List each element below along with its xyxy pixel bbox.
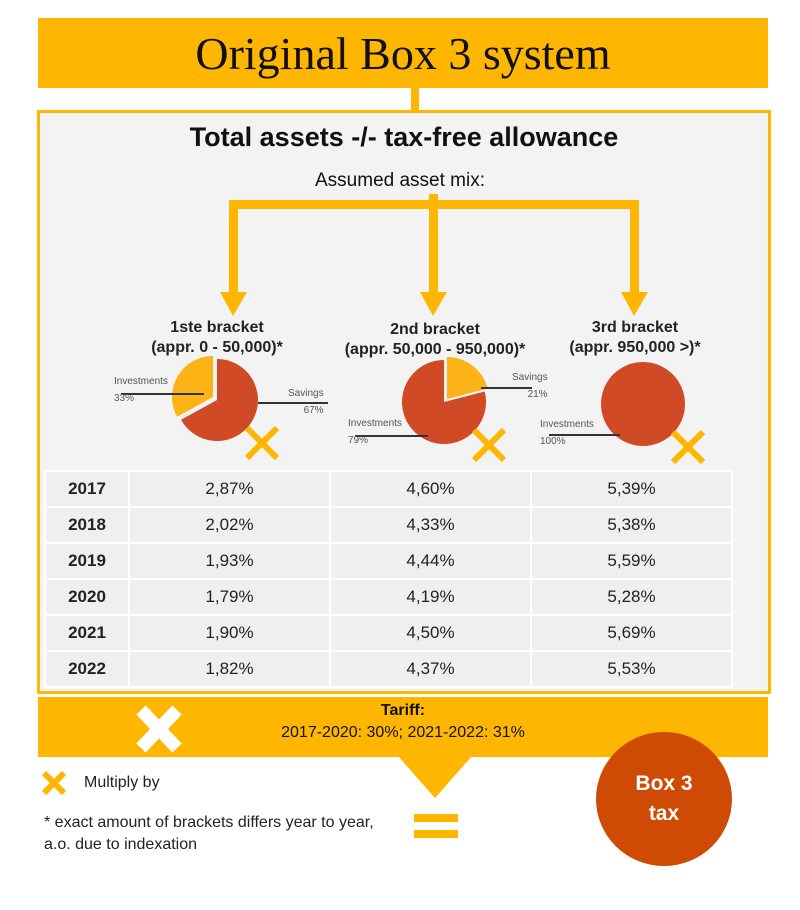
rate-cell: 5,59%	[530, 542, 733, 580]
pie2-slice-savings	[447, 357, 488, 399]
table-row: 2020 1,79% 4,19% 5,28%	[44, 578, 733, 616]
year-cell: 2017	[44, 470, 130, 508]
diagram-graphics	[121, 194, 706, 465]
rates-table: 2017 2,87% 4,60% 5,39% 2018 2,02% 4,33% 5,38% 20…	[44, 470, 733, 688]
rate-cell: 2,87%	[128, 470, 331, 508]
pie1-slice-savings	[181, 359, 258, 441]
multiply-icon-1	[244, 425, 280, 461]
connector	[411, 88, 419, 112]
rate-cell: 5,69%	[530, 614, 733, 652]
pie2-slice-investments	[401, 360, 486, 444]
equals-icon-top	[414, 814, 458, 822]
bracket-3-label: 3rd bracket (appr. 950,000 >)*	[569, 319, 701, 356]
box3-tax-result: Box 3 tax	[596, 732, 732, 866]
rate-cell: 1,90%	[128, 614, 331, 652]
rate-cell: 1,82%	[128, 650, 331, 688]
table-row: 2022 1,82% 4,37% 5,53%	[44, 650, 733, 688]
table-row: 2018 2,02% 4,33% 5,38%	[44, 506, 733, 544]
table-row: 2021 1,90% 4,50% 5,69%	[44, 614, 733, 652]
table-row: 2019 1,93% 4,44% 5,59%	[44, 542, 733, 580]
rate-cell: 4,19%	[329, 578, 532, 616]
asset-mix-label: Assumed asset mix:	[315, 170, 485, 191]
tariff-pointer	[398, 756, 472, 798]
title-bar: Original Box 3 system	[38, 18, 768, 88]
year-cell: 2019	[44, 542, 130, 580]
rate-cell: 4,44%	[329, 542, 532, 580]
rate-cell: 4,60%	[329, 470, 532, 508]
multiply-icon-2	[471, 427, 507, 463]
arrowhead-right	[621, 292, 648, 316]
rate-cell: 1,79%	[128, 578, 331, 616]
arrowhead-center	[420, 292, 447, 316]
arrow-stem-center	[429, 194, 438, 294]
bracket-1-label: 1ste bracket (appr. 0 - 50,000)*	[151, 319, 283, 356]
pie3-label-investments: Investments 100%	[540, 419, 594, 447]
footnote: * exact amount of brackets differs year …	[44, 814, 374, 853]
arrow-stem-left	[229, 200, 238, 294]
rate-cell: 5,53%	[530, 650, 733, 688]
arrow-stem-right	[630, 200, 639, 294]
rate-cell: 4,50%	[329, 614, 532, 652]
rate-cell: 2,02%	[128, 506, 331, 544]
year-cell: 2022	[44, 650, 130, 688]
multiply-icon-3	[670, 429, 706, 465]
pie1-label-savings: Savings 67%	[288, 388, 324, 416]
rate-cell: 1,93%	[128, 542, 331, 580]
page-title: Original Box 3 system	[195, 27, 611, 79]
rate-cell: 4,37%	[329, 650, 532, 688]
arrow-bar	[229, 200, 639, 209]
pie2-label-savings: Savings 21%	[512, 372, 548, 400]
year-cell: 2021	[44, 614, 130, 652]
tariff-graphics	[41, 705, 472, 838]
multiply-icon-legend	[41, 770, 67, 796]
pie3-slice-investments	[601, 362, 685, 446]
equals-icon-bottom	[414, 830, 458, 838]
heading: Total assets -/- tax-free allowance	[189, 122, 619, 152]
pie2-label-investments: Investments 79%	[348, 418, 402, 446]
bracket-2-label: 2nd bracket (appr. 50,000 - 950,000)*	[344, 321, 526, 358]
year-cell: 2020	[44, 578, 130, 616]
arrowhead-left	[220, 292, 247, 316]
multiply-icon-large	[136, 705, 182, 753]
tariff-text: Tariff: 2017-2020: 30%; 2021-2022: 31%	[281, 702, 525, 741]
rate-cell: 5,38%	[530, 506, 733, 544]
table-row: 2017 2,87% 4,60% 5,39%	[44, 470, 733, 508]
rate-cell: 5,39%	[530, 470, 733, 508]
pie1-label-investments: Investments 33%	[114, 376, 168, 404]
legend-multiply: Multiply by	[84, 774, 160, 791]
year-cell: 2018	[44, 506, 130, 544]
rate-cell: 4,33%	[329, 506, 532, 544]
rate-cell: 5,28%	[530, 578, 733, 616]
pie1-slice-investments	[172, 356, 213, 417]
